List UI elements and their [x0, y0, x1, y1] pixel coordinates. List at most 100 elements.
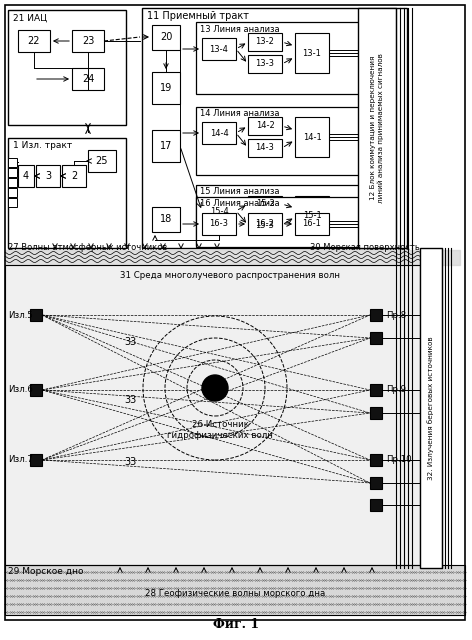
Text: 12 Блок коммутации и переключения
линий анализа принимаемых сигналов: 12 Блок коммутации и переключения линий … [370, 53, 384, 203]
Text: 33: 33 [124, 395, 136, 405]
Bar [420, 248, 442, 568]
Bar [142, 8, 407, 248]
Bar [72, 30, 104, 52]
Text: 24: 24 [82, 74, 94, 84]
Text: 25: 25 [96, 156, 108, 166]
Bar [30, 454, 42, 466]
Bar [358, 8, 396, 248]
Text: 15-2: 15-2 [256, 200, 274, 209]
Bar [248, 117, 282, 135]
Bar [72, 68, 104, 90]
Text: 21 ИАЦ: 21 ИАЦ [13, 13, 47, 22]
Text: 29 Морское дно: 29 Морское дно [8, 568, 84, 577]
Text: 28 Геофизические волны морского дна: 28 Геофизические волны морского дна [145, 589, 325, 598]
Text: 17: 17 [160, 141, 172, 151]
Text: 4: 4 [23, 171, 29, 181]
Text: 30 Морская поверхность: 30 Морская поверхность [310, 243, 420, 252]
Bar [196, 22, 366, 94]
Bar [8, 158, 17, 167]
Bar [370, 454, 382, 466]
Circle shape [202, 375, 228, 401]
Bar [370, 309, 382, 321]
Bar [152, 130, 180, 162]
Bar [196, 197, 366, 247]
Bar [8, 188, 17, 197]
Bar [152, 207, 180, 232]
Text: 16-3: 16-3 [210, 220, 228, 228]
Bar [202, 122, 236, 144]
Text: 33: 33 [124, 457, 136, 467]
Bar [248, 33, 282, 51]
Text: 18: 18 [160, 214, 172, 224]
Bar [248, 217, 282, 234]
Bar [248, 139, 282, 157]
Text: 14-1: 14-1 [303, 132, 321, 141]
Bar [5, 265, 420, 565]
Text: 27 Волны атмосферных источников: 27 Волны атмосферных источников [8, 243, 167, 252]
Text: 14 Линия анализа: 14 Линия анализа [200, 109, 279, 118]
Bar [8, 178, 17, 187]
Bar [370, 499, 382, 511]
Bar [8, 10, 126, 125]
Bar [36, 165, 60, 187]
Bar [295, 117, 329, 157]
Text: 22: 22 [28, 36, 40, 46]
Text: Пр.10: Пр.10 [386, 456, 412, 465]
Bar [370, 384, 382, 396]
Text: 20: 20 [160, 32, 172, 42]
Bar [196, 107, 366, 175]
Text: 13 Линия анализа: 13 Линия анализа [200, 24, 279, 33]
Bar [196, 185, 366, 245]
Text: 1 Изл. тракт: 1 Изл. тракт [13, 141, 72, 150]
Bar [248, 55, 282, 73]
Text: Изл.6: Изл.6 [8, 385, 33, 394]
Text: 11 Приемный тракт: 11 Приемный тракт [147, 11, 249, 21]
Bar [152, 72, 180, 104]
Text: 16-2: 16-2 [255, 220, 274, 228]
Text: Фиг. 1: Фиг. 1 [213, 618, 259, 632]
Bar [8, 198, 17, 207]
Text: Изл.5: Изл.5 [8, 310, 33, 319]
Text: 33: 33 [124, 337, 136, 347]
Text: 19: 19 [160, 83, 172, 93]
Bar [295, 196, 329, 234]
Bar [196, 202, 220, 224]
Bar [370, 477, 382, 489]
Bar [8, 138, 126, 248]
Text: 3: 3 [45, 171, 51, 181]
Text: 32. Излучения береговых источников: 32. Излучения береговых источников [428, 336, 434, 480]
Bar [295, 213, 329, 235]
Text: Пр.8: Пр.8 [386, 310, 406, 319]
Bar [18, 30, 50, 52]
Text: Изл.7: Изл.7 [8, 456, 33, 465]
Bar [30, 384, 42, 396]
Text: 14-3: 14-3 [255, 143, 274, 152]
Text: 14-2: 14-2 [256, 122, 274, 131]
Text: 31 Среда многолучевого распространения волн: 31 Среда многолучевого распространения в… [120, 271, 340, 280]
Bar [295, 33, 329, 73]
Bar [88, 150, 116, 172]
Bar [152, 25, 180, 50]
Bar [248, 213, 282, 235]
Text: 15-4: 15-4 [210, 207, 228, 216]
Text: 15-1: 15-1 [303, 211, 321, 220]
Bar [202, 38, 236, 60]
Text: 2: 2 [71, 171, 77, 181]
Text: 14-4: 14-4 [210, 129, 228, 138]
Text: 13-3: 13-3 [255, 60, 275, 68]
Text: 15 Линия анализа: 15 Линия анализа [200, 188, 279, 196]
Text: 13-1: 13-1 [303, 49, 321, 58]
Text: 23: 23 [82, 36, 94, 46]
Bar [5, 265, 420, 565]
Bar [8, 168, 17, 177]
Bar [248, 196, 282, 213]
Text: 26 Источник
гидрофизических волн: 26 Источник гидрофизических волн [167, 420, 273, 440]
Text: 13-2: 13-2 [255, 38, 274, 47]
Bar [202, 200, 236, 222]
Bar [30, 309, 42, 321]
Text: Пр.9: Пр.9 [386, 385, 406, 394]
Bar [18, 165, 34, 187]
Text: 16-1: 16-1 [303, 220, 321, 228]
Bar [62, 165, 86, 187]
Text: 16 Линия анализа: 16 Линия анализа [200, 200, 279, 209]
